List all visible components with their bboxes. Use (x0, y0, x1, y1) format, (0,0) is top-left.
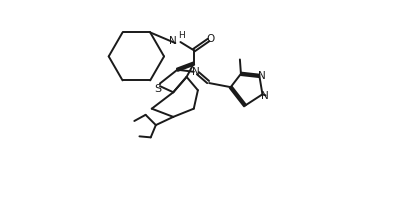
Text: N: N (192, 67, 199, 76)
Text: N: N (257, 71, 265, 81)
Text: S: S (154, 84, 161, 94)
Text: O: O (206, 34, 214, 44)
Text: N: N (260, 91, 269, 101)
Text: H: H (178, 31, 185, 40)
Text: N: N (168, 36, 176, 46)
